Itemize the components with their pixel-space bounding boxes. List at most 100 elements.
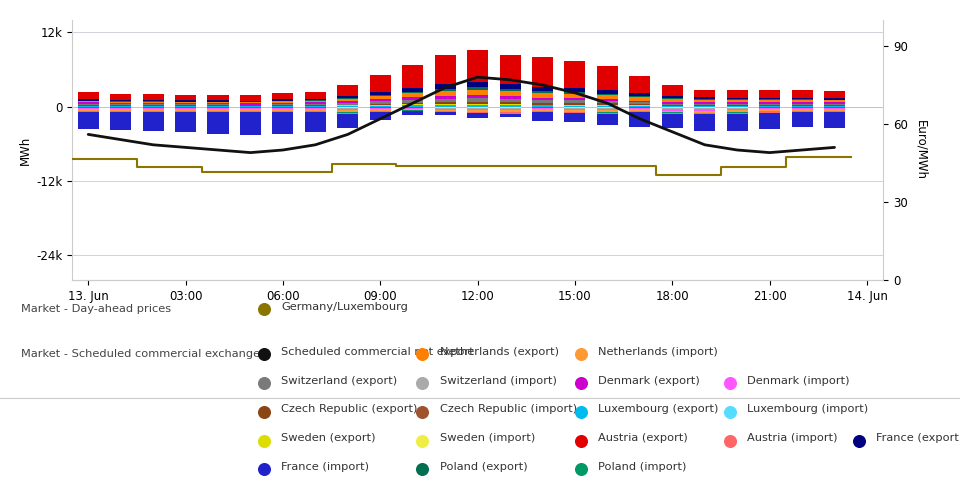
Bar bbox=[240, 105, 261, 106]
Bar bbox=[824, 104, 845, 105]
Bar bbox=[499, 90, 520, 92]
Bar bbox=[759, 90, 780, 98]
Bar bbox=[78, 112, 99, 129]
Bar bbox=[661, 114, 683, 128]
Text: Czech Republic (import): Czech Republic (import) bbox=[440, 404, 577, 414]
Bar bbox=[78, 108, 99, 109]
Text: Sweden (export): Sweden (export) bbox=[281, 433, 375, 443]
Bar bbox=[468, 50, 488, 82]
Bar bbox=[402, 65, 423, 88]
Bar bbox=[337, 84, 358, 96]
Bar bbox=[207, 95, 228, 100]
Bar bbox=[727, 105, 748, 106]
Bar bbox=[240, 95, 261, 100]
Bar bbox=[630, 96, 650, 98]
Bar bbox=[305, 100, 325, 101]
Text: France (import): France (import) bbox=[281, 462, 370, 472]
Bar bbox=[468, 104, 488, 105]
Bar bbox=[110, 100, 132, 101]
Text: Luxembourg (import): Luxembourg (import) bbox=[747, 404, 868, 414]
Bar bbox=[273, 102, 294, 104]
Text: Market - Scheduled commercial exchanges: Market - Scheduled commercial exchanges bbox=[21, 350, 266, 360]
Bar bbox=[305, 98, 325, 100]
Bar bbox=[694, 108, 715, 109]
Bar bbox=[759, 104, 780, 105]
Bar bbox=[597, 114, 618, 125]
Bar bbox=[759, 102, 780, 104]
Bar bbox=[499, 108, 520, 109]
Text: Poland (import): Poland (import) bbox=[598, 462, 686, 472]
Bar bbox=[792, 105, 812, 106]
Bar bbox=[499, 110, 520, 112]
Bar bbox=[110, 102, 132, 103]
Bar bbox=[727, 102, 748, 104]
Bar bbox=[759, 110, 780, 111]
Bar bbox=[630, 101, 650, 102]
Bar bbox=[824, 112, 845, 128]
Bar bbox=[435, 104, 456, 105]
Bar bbox=[337, 112, 358, 114]
Bar bbox=[630, 76, 650, 94]
Bar bbox=[240, 108, 261, 109]
Bar bbox=[435, 105, 456, 106]
Bar bbox=[143, 105, 163, 106]
Bar bbox=[175, 102, 196, 103]
Bar bbox=[305, 104, 325, 105]
Bar bbox=[273, 105, 294, 106]
Bar bbox=[564, 104, 586, 106]
Bar bbox=[370, 102, 391, 103]
Bar bbox=[78, 99, 99, 101]
Bar bbox=[337, 103, 358, 104]
Bar bbox=[792, 112, 812, 126]
Bar bbox=[143, 111, 163, 112]
Bar bbox=[564, 88, 586, 92]
Bar bbox=[175, 100, 196, 102]
Text: Luxembourg (export): Luxembourg (export) bbox=[598, 404, 718, 414]
Bar bbox=[564, 92, 586, 94]
Bar bbox=[78, 102, 99, 104]
Bar bbox=[564, 98, 586, 100]
Text: Germany/Luxembourg: Germany/Luxembourg bbox=[281, 302, 408, 312]
Bar bbox=[597, 94, 618, 95]
Bar bbox=[337, 98, 358, 99]
Bar bbox=[564, 61, 586, 88]
Bar bbox=[337, 108, 358, 109]
Bar bbox=[759, 98, 780, 100]
Bar bbox=[273, 112, 294, 134]
Bar bbox=[402, 100, 423, 102]
Bar bbox=[468, 90, 488, 96]
Bar bbox=[597, 112, 618, 114]
Text: Netherlands (export): Netherlands (export) bbox=[440, 347, 559, 357]
Bar bbox=[630, 112, 650, 126]
Bar bbox=[305, 105, 325, 106]
Bar bbox=[468, 109, 488, 110]
Bar bbox=[727, 110, 748, 112]
Bar bbox=[337, 104, 358, 106]
Bar bbox=[273, 108, 294, 109]
Bar bbox=[499, 96, 520, 99]
Bar bbox=[273, 101, 294, 102]
Bar bbox=[792, 90, 812, 98]
Text: Sweden (import): Sweden (import) bbox=[440, 433, 535, 443]
Bar bbox=[370, 108, 391, 110]
Bar bbox=[305, 101, 325, 102]
Bar bbox=[630, 102, 650, 104]
Bar bbox=[499, 114, 520, 117]
Bar bbox=[207, 109, 228, 111]
Bar bbox=[337, 99, 358, 101]
Bar bbox=[661, 113, 683, 114]
Bar bbox=[110, 103, 132, 104]
Bar bbox=[110, 101, 132, 102]
Bar bbox=[402, 110, 423, 111]
Bar bbox=[175, 112, 196, 132]
Bar bbox=[661, 109, 683, 110]
Bar bbox=[499, 92, 520, 96]
Bar bbox=[435, 108, 456, 110]
Bar bbox=[175, 103, 196, 104]
Bar bbox=[207, 102, 228, 103]
Bar bbox=[435, 54, 456, 84]
Text: France (export): France (export) bbox=[876, 433, 960, 443]
Text: Austria (import): Austria (import) bbox=[747, 433, 837, 443]
Bar bbox=[759, 100, 780, 102]
Bar bbox=[305, 102, 325, 104]
